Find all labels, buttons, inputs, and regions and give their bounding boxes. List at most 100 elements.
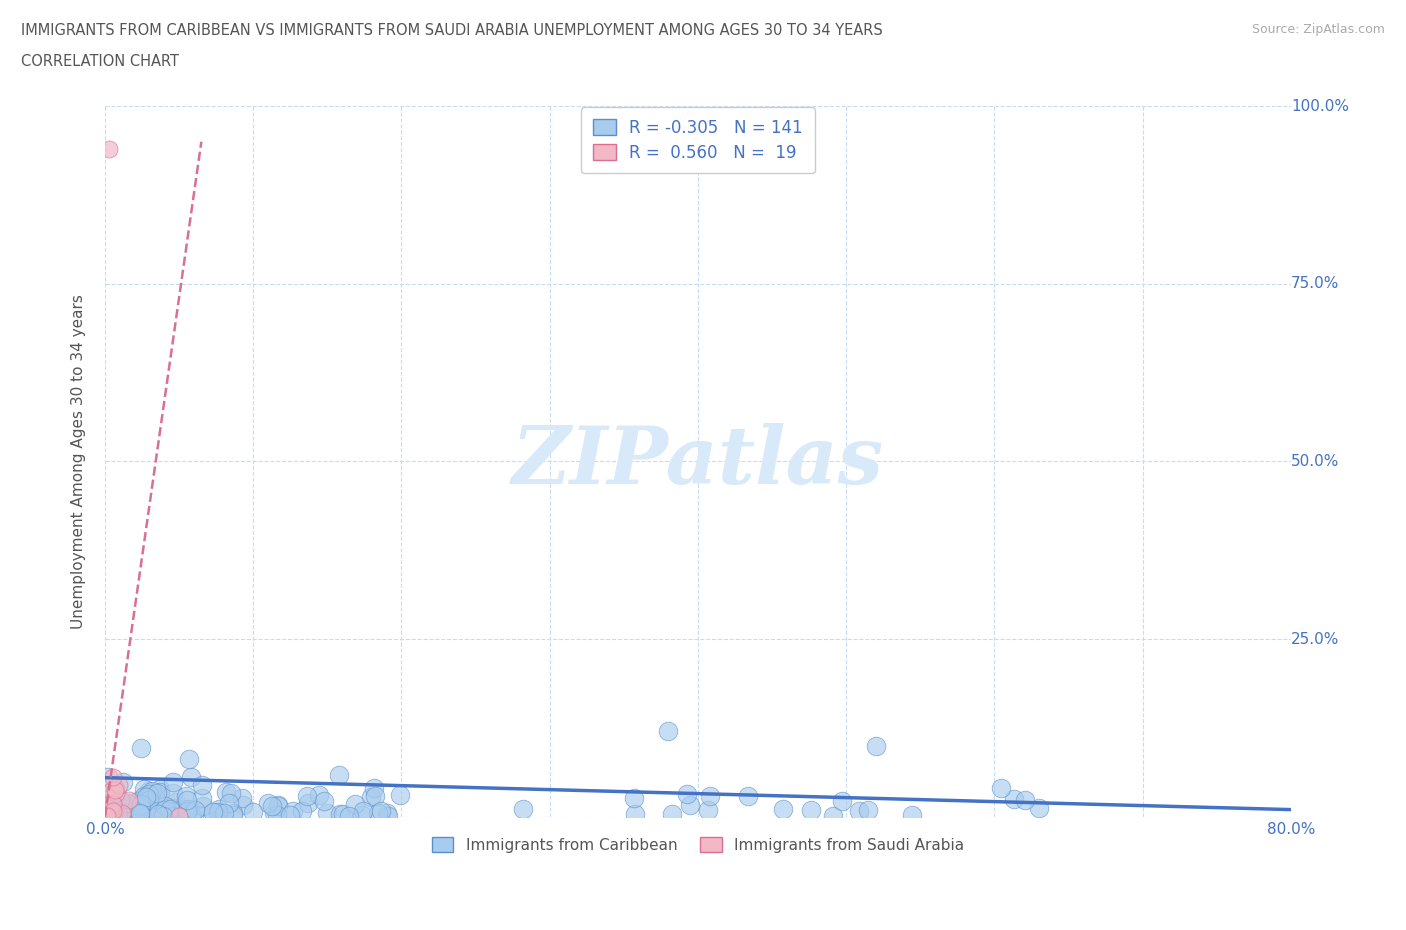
Point [865, 738, 887, 753]
Point [129, 804, 152, 818]
Point [96, 805, 118, 820]
Point [278, 808, 301, 823]
Point [98, 806, 121, 821]
Point [103, 807, 125, 822]
Text: ZIPatlas: ZIPatlas [512, 423, 884, 500]
Point [127, 803, 149, 817]
Point [377, 808, 399, 823]
Point [107, 806, 129, 821]
Point [661, 806, 683, 821]
Point [101, 808, 124, 823]
Point [266, 807, 288, 822]
Point [135, 790, 157, 804]
Point [162, 786, 184, 801]
Point [141, 804, 163, 819]
Point [105, 807, 128, 822]
Point [263, 805, 285, 820]
Point [211, 808, 233, 823]
Point [167, 808, 190, 823]
Point [127, 793, 149, 808]
Point [100, 783, 122, 798]
Point [100, 807, 122, 822]
Point [344, 797, 367, 812]
Point [191, 799, 214, 814]
Point [107, 791, 129, 806]
Point [152, 803, 174, 817]
Point [114, 804, 136, 818]
Point [231, 790, 253, 805]
Point [138, 783, 160, 798]
Point [191, 790, 214, 805]
Point [232, 797, 254, 812]
Point [191, 777, 214, 792]
Point [512, 802, 534, 817]
Point [134, 789, 156, 804]
Point [100, 804, 122, 819]
Y-axis label: Unemployment Among Ages 30 to 34 years: Unemployment Among Ages 30 to 34 years [72, 294, 86, 629]
Point [132, 782, 155, 797]
Point [149, 785, 172, 800]
Point [146, 806, 169, 821]
Point [699, 789, 721, 804]
Point [162, 808, 184, 823]
Point [297, 795, 319, 810]
Point [96, 805, 118, 820]
Point [176, 804, 198, 818]
Point [823, 808, 845, 823]
Point [125, 801, 148, 816]
Text: 25.0%: 25.0% [1291, 631, 1339, 646]
Point [202, 804, 225, 819]
Point [162, 774, 184, 789]
Point [107, 778, 129, 793]
Point [170, 808, 193, 823]
Point [98, 807, 121, 822]
Point [267, 798, 290, 813]
Point [114, 797, 136, 812]
Point [215, 785, 238, 800]
Point [281, 804, 304, 818]
Point [129, 806, 152, 821]
Point [149, 802, 172, 817]
Point [242, 804, 264, 819]
Point [363, 781, 385, 796]
Text: IMMIGRANTS FROM CARIBBEAN VS IMMIGRANTS FROM SAUDI ARABIA UNEMPLOYMENT AMONG AGE: IMMIGRANTS FROM CARIBBEAN VS IMMIGRANTS … [21, 23, 883, 38]
Point [297, 789, 319, 804]
Point [104, 782, 127, 797]
Point [267, 798, 290, 813]
Point [157, 808, 180, 823]
Point [103, 805, 125, 820]
Point [108, 792, 131, 807]
Point [337, 808, 360, 823]
Point [184, 803, 207, 817]
Point [159, 802, 181, 817]
Point [858, 803, 880, 817]
Point [118, 792, 141, 807]
Point [117, 795, 139, 810]
Point [990, 781, 1012, 796]
Point [103, 804, 125, 818]
Point [155, 799, 177, 814]
Point [177, 751, 200, 766]
Point [96, 796, 118, 811]
Point [101, 770, 124, 785]
Point [159, 804, 181, 818]
Point [221, 807, 243, 822]
Text: 50.0%: 50.0% [1291, 454, 1339, 469]
Point [114, 802, 136, 817]
Point [152, 808, 174, 823]
Point [291, 804, 314, 818]
Point [104, 790, 127, 805]
Point [180, 770, 202, 785]
Point [98, 141, 121, 156]
Text: 100.0%: 100.0% [1291, 99, 1348, 113]
Point [208, 801, 231, 816]
Point [388, 787, 411, 802]
Point [120, 804, 142, 818]
Point [219, 785, 242, 800]
Point [129, 740, 152, 755]
Point [201, 808, 224, 823]
Point [328, 767, 350, 782]
Point [97, 769, 120, 784]
Point [165, 794, 187, 809]
Point [1028, 801, 1050, 816]
